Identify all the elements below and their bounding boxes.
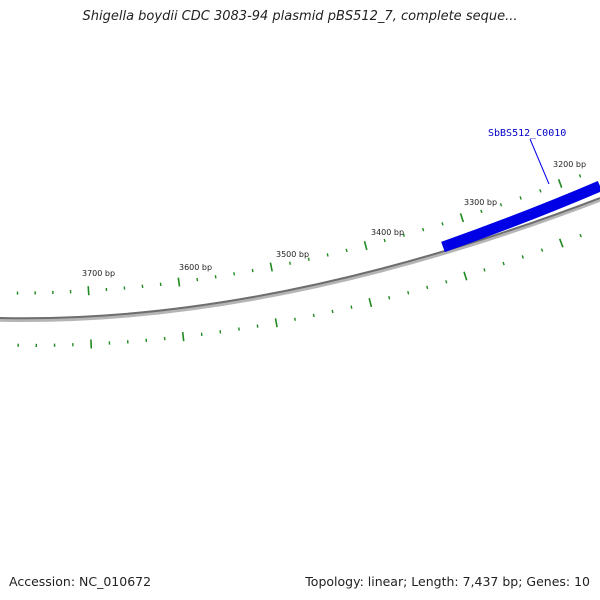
outer-ring-major-tick (177, 277, 181, 287)
inner-ring-minor-tick (256, 324, 259, 328)
inner-ring-minor-tick (483, 268, 486, 272)
outer-ring-major-tick (269, 262, 273, 272)
outer-ring-major-tick (459, 213, 465, 223)
inner-ring-major-tick (368, 298, 373, 308)
outer-ring-minor-tick (499, 203, 503, 207)
inner-ring-major-tick (463, 271, 468, 281)
outer-ring-major-tick (557, 179, 563, 188)
inner-ring-minor-tick (350, 305, 353, 309)
inner-ring-minor-tick (294, 317, 296, 321)
outer-ring-minor-tick (307, 257, 310, 261)
tick-label-3700: 3700 bp (82, 269, 115, 278)
inner-ring-minor-tick (521, 255, 524, 259)
outer-ring-major-tick (363, 240, 368, 251)
inner-ring-minor-tick (445, 280, 448, 284)
tick-label-3200: 3200 bp (553, 160, 586, 169)
outer-tick-ring (16, 174, 582, 296)
outer-ring-minor-tick (578, 174, 582, 178)
inner-ring-major-tick (274, 318, 278, 328)
outer-ring-minor-tick (480, 209, 483, 214)
sequence-backbone (0, 197, 600, 320)
outer-ring-minor-tick (519, 196, 522, 200)
inner-ring-minor-tick (388, 296, 391, 300)
outer-ring-minor-tick (326, 253, 329, 257)
inner-ring-minor-tick (579, 233, 582, 238)
gene-label-leader (529, 138, 550, 185)
tick-label-3500: 3500 bp (276, 250, 309, 259)
inner-ring-minor-tick (238, 327, 240, 331)
outer-ring-minor-tick (441, 222, 444, 226)
outer-ring-minor-tick (422, 227, 425, 232)
sequence-summary-text: Topology: linear; Length: 7,437 bp; Gene… (305, 574, 590, 589)
outer-ring-minor-tick (196, 277, 199, 282)
outer-ring-minor-tick (383, 238, 386, 243)
tick-label-3400: 3400 bp (371, 228, 404, 237)
tick-label-3300: 3300 bp (464, 198, 497, 207)
inner-ring-minor-tick (312, 313, 315, 318)
outer-ring-minor-tick (402, 233, 405, 237)
inner-ring-minor-tick (426, 285, 429, 290)
outer-ring-major-tick (87, 286, 90, 296)
outer-ring-minor-tick (289, 261, 291, 265)
inner-ring-minor-tick (540, 248, 544, 252)
inner-ring-minor-tick (407, 291, 410, 295)
outer-ring-minor-tick (214, 275, 217, 279)
tick-label-3600: 3600 bp (179, 263, 212, 272)
outer-ring-minor-tick (345, 248, 348, 253)
gene-label-sbbs512-c0010[interactable]: SbBS512_C0010 (488, 128, 566, 139)
gene-feature-arc[interactable] (441, 180, 600, 253)
inner-tick-ring (17, 233, 582, 349)
inner-ring-major-tick (181, 332, 185, 342)
outer-ring-minor-tick (539, 189, 542, 193)
outer-ring-minor-tick (233, 272, 236, 276)
inner-ring-major-tick (558, 238, 564, 248)
sequence-backbone-shadow (0, 198, 600, 323)
map-title: Shigella boydii CDC 3083-94 plasmid pBS5… (82, 9, 518, 24)
inner-ring-minor-tick (502, 261, 505, 266)
outer-ring-minor-tick (251, 268, 254, 273)
inner-ring-minor-tick (331, 309, 334, 314)
accession-text: Accession: NC_010672 (9, 574, 152, 589)
